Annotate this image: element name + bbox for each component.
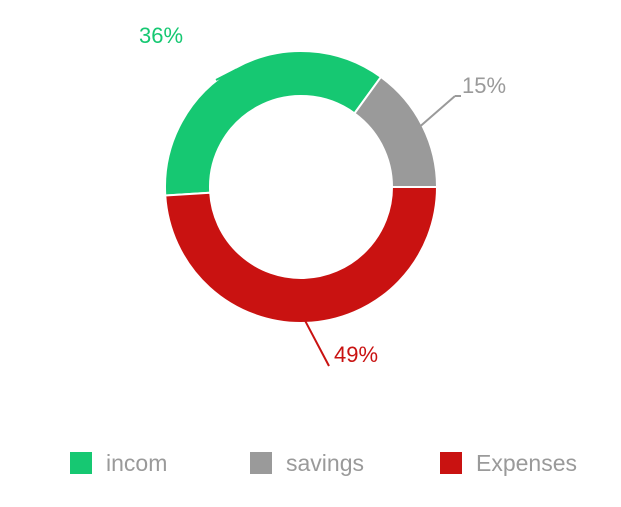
data-label-savings: 15%	[462, 73, 506, 98]
legend-swatch-expenses	[440, 452, 462, 474]
legend-item-expenses[interactable]: Expenses	[440, 450, 577, 476]
leader-lines-layer	[215, 68, 461, 367]
data-label-incom: 36%	[139, 23, 183, 48]
data-labels-layer: 36% 15% 49%	[139, 23, 506, 367]
leader-line-expenses	[304, 320, 330, 367]
data-label-expenses: 49%	[334, 342, 378, 367]
leader-line-incom	[215, 68, 237, 81]
leader-line-savings	[419, 95, 456, 127]
slices-layer	[164, 50, 439, 324]
legend-swatch-incom	[70, 452, 92, 474]
slice-incom[interactable]	[164, 50, 383, 197]
legend-item-savings[interactable]: savings	[250, 450, 364, 476]
legend-swatch-savings	[250, 452, 272, 474]
legend: incom savings Expenses	[70, 450, 577, 476]
legend-label-savings: savings	[286, 450, 364, 476]
legend-item-incom[interactable]: incom	[70, 450, 167, 476]
legend-label-expenses: Expenses	[476, 450, 577, 476]
slice-expenses[interactable]	[164, 186, 439, 324]
legend-label-incom: incom	[106, 450, 167, 476]
